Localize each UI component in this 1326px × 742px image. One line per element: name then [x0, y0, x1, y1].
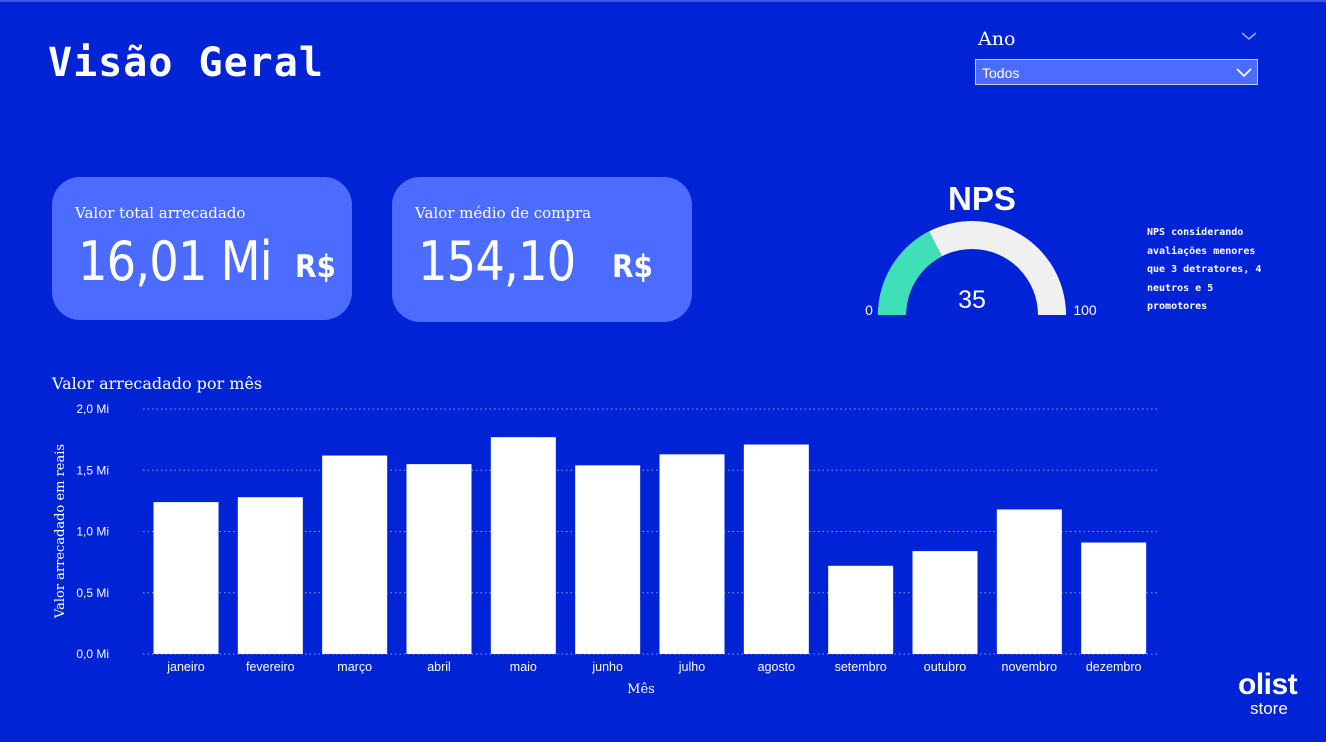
- slicer-collapse-icon[interactable]: [1240, 30, 1258, 42]
- y-tick-label: 1,5 Mi: [76, 463, 109, 477]
- kpi-label: Valor médio de compra: [415, 204, 592, 222]
- nps-note: NPS considerando avaliações menores que …: [1147, 227, 1262, 313]
- x-tick-label: setembro: [835, 660, 887, 674]
- x-tick-label: março: [337, 660, 372, 674]
- bar: [575, 465, 641, 654]
- kpi-card-average-purchase: Valor médio de compra 154,10 R$: [392, 177, 692, 322]
- nps-title: NPS: [948, 180, 1016, 217]
- y-tick-label: 0,5 Mi: [76, 586, 109, 600]
- bar: [490, 437, 556, 654]
- gauge-max-label: 100: [1073, 302, 1097, 318]
- olist-store-logo: olist store: [1238, 670, 1308, 718]
- chart-title: Valor arrecadado por mês: [52, 374, 263, 393]
- x-tick-label: janeiro: [166, 660, 205, 674]
- bar: [237, 497, 303, 654]
- x-axis-label: Mês: [627, 682, 655, 697]
- kpi-card-total-revenue: Valor total arrecadado 16,01 Mi R$: [52, 177, 352, 320]
- kpi-value: 16,01 Mi: [78, 230, 273, 293]
- gauge-min-label: 0: [865, 302, 873, 318]
- x-tick-label: novembro: [1002, 660, 1058, 674]
- kpi-label: Valor total arrecadado: [75, 204, 246, 222]
- y-axis-label: Valor arrecadado em reais: [53, 444, 68, 619]
- year-slicer-value: Todos: [982, 65, 1020, 81]
- top-border: [0, 0, 1326, 2]
- kpi-value: 154,10: [418, 230, 576, 293]
- x-tick-label: fevereiro: [246, 660, 295, 674]
- bar: [406, 464, 472, 654]
- monthly-revenue-chart: 0,0 Mi 0,5 Mi 1,0 Mi 1,5 Mi 2,0 Mi janeiro fev…: [53, 402, 1160, 697]
- x-tick-label: outubro: [924, 660, 966, 674]
- x-tick-label: dezembro: [1086, 660, 1142, 674]
- year-slicer-label: Ano: [978, 28, 1016, 50]
- logo-text-top: olist: [1238, 668, 1298, 701]
- gauge-fill: [878, 231, 943, 315]
- x-tick-label: julho: [678, 660, 705, 674]
- x-tick-label: maio: [510, 660, 537, 674]
- bar: [996, 509, 1062, 654]
- kpi-unit: R$: [612, 249, 653, 285]
- y-tick-label: 1,0 Mi: [76, 525, 109, 539]
- bar: [743, 444, 809, 654]
- y-tick-label: 2,0 Mi: [76, 402, 109, 416]
- page-title: Visão Geral: [48, 40, 324, 86]
- gauge-value: 35: [958, 286, 986, 314]
- x-tick-label: junho: [591, 660, 623, 674]
- x-tick-label: agosto: [758, 660, 796, 674]
- bar: [659, 454, 725, 654]
- chevron-down-icon[interactable]: [1236, 67, 1252, 78]
- y-tick-label: 0,0 Mi: [76, 647, 109, 661]
- bar: [153, 502, 219, 654]
- year-slicer-dropdown[interactable]: Todos: [975, 59, 1258, 85]
- bar: [828, 565, 894, 654]
- bar: [912, 551, 978, 654]
- x-tick-label: abril: [427, 660, 451, 674]
- kpi-unit: R$: [295, 249, 336, 285]
- bar: [322, 455, 388, 654]
- nps-gauge: 35 0 100: [865, 221, 1097, 318]
- logo-text-bottom: store: [1250, 699, 1288, 718]
- bar: [1081, 542, 1147, 654]
